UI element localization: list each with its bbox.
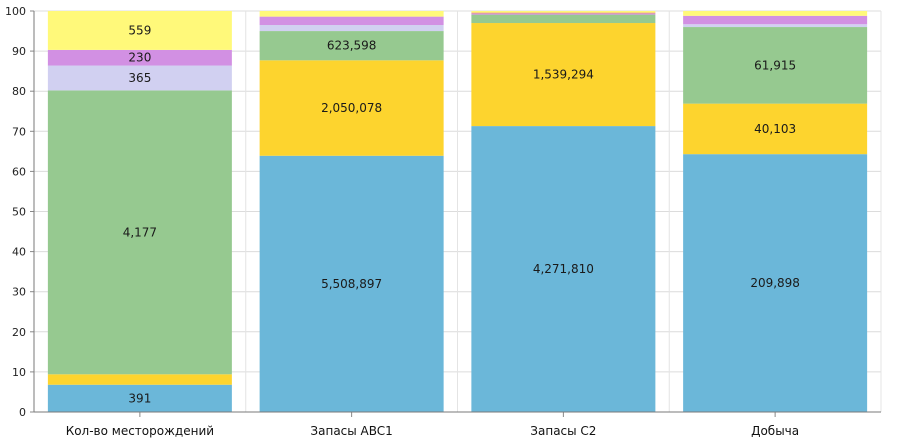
y-tick-label: 80: [12, 85, 26, 98]
bar-segment: [47, 384, 232, 412]
data-label: 2,050,078: [321, 101, 382, 115]
bar-segment: [683, 103, 868, 155]
y-tick-label: 100: [5, 5, 26, 18]
data-label: 209,898: [750, 276, 800, 290]
data-label: 40,103: [754, 122, 796, 136]
bar-stacks: [47, 11, 868, 413]
bar-segment: [471, 11, 656, 13]
y-tick-label: 70: [12, 125, 26, 138]
bar-segment: [683, 154, 868, 413]
bar-segment: [47, 374, 232, 385]
bar-segment: [259, 25, 444, 32]
data-label: 391: [128, 391, 151, 405]
data-label: 4,177: [123, 225, 157, 239]
bar-segment: [471, 23, 656, 127]
data-labels: 391 4,177 365 230 559 5,508,897 2,050,078 623,5…: [123, 23, 800, 405]
bar-segment: [683, 15, 868, 25]
y-tick-label: 90: [12, 45, 26, 58]
data-label: 5,508,897: [321, 277, 382, 291]
bar-segment: [259, 11, 444, 17]
y-tick-label: 10: [12, 366, 26, 379]
bar-segment: [471, 126, 656, 412]
y-tick-label: 60: [12, 165, 26, 178]
data-label: 1,539,294: [533, 68, 594, 82]
bar-segment: [259, 16, 444, 26]
bar-segment: [471, 12, 656, 14]
y-tick-label: 20: [12, 326, 26, 339]
data-label: 61,915: [754, 58, 796, 72]
bar-segment: [683, 27, 868, 104]
x-tick-label: Добыча: [751, 424, 799, 438]
y-tick-label: 0: [19, 406, 26, 419]
axes: 0 10 20 30 40 50 60 70 80 90 100 Кол-во месторожден…: [5, 5, 881, 438]
data-label: 623,598: [327, 39, 377, 53]
bar-segment: [47, 11, 232, 50]
bar-segment: [683, 11, 868, 16]
bar-segment: [47, 49, 232, 66]
y-tick-label: 30: [12, 286, 26, 299]
data-label: 365: [128, 71, 151, 85]
bar-segment: [259, 60, 444, 156]
y-tick-label: 50: [12, 206, 26, 219]
bar-segment: [471, 14, 656, 24]
data-label: 230: [128, 51, 151, 65]
bar-segment: [259, 31, 444, 61]
x-tick-label: Запасы C2: [530, 424, 596, 438]
bar-segment: [683, 24, 868, 28]
x-tick-label: Запасы ABC1: [310, 424, 392, 438]
bar-segment: [47, 90, 232, 375]
bar-segment: [259, 155, 444, 413]
bar-segment: [471, 13, 656, 15]
data-label: 4,271,810: [533, 262, 594, 276]
data-label: 559: [128, 23, 151, 37]
y-tick-label: 40: [12, 246, 26, 259]
bar-segment: [47, 65, 232, 91]
x-tick-label: Кол-во месторождений: [66, 424, 214, 438]
